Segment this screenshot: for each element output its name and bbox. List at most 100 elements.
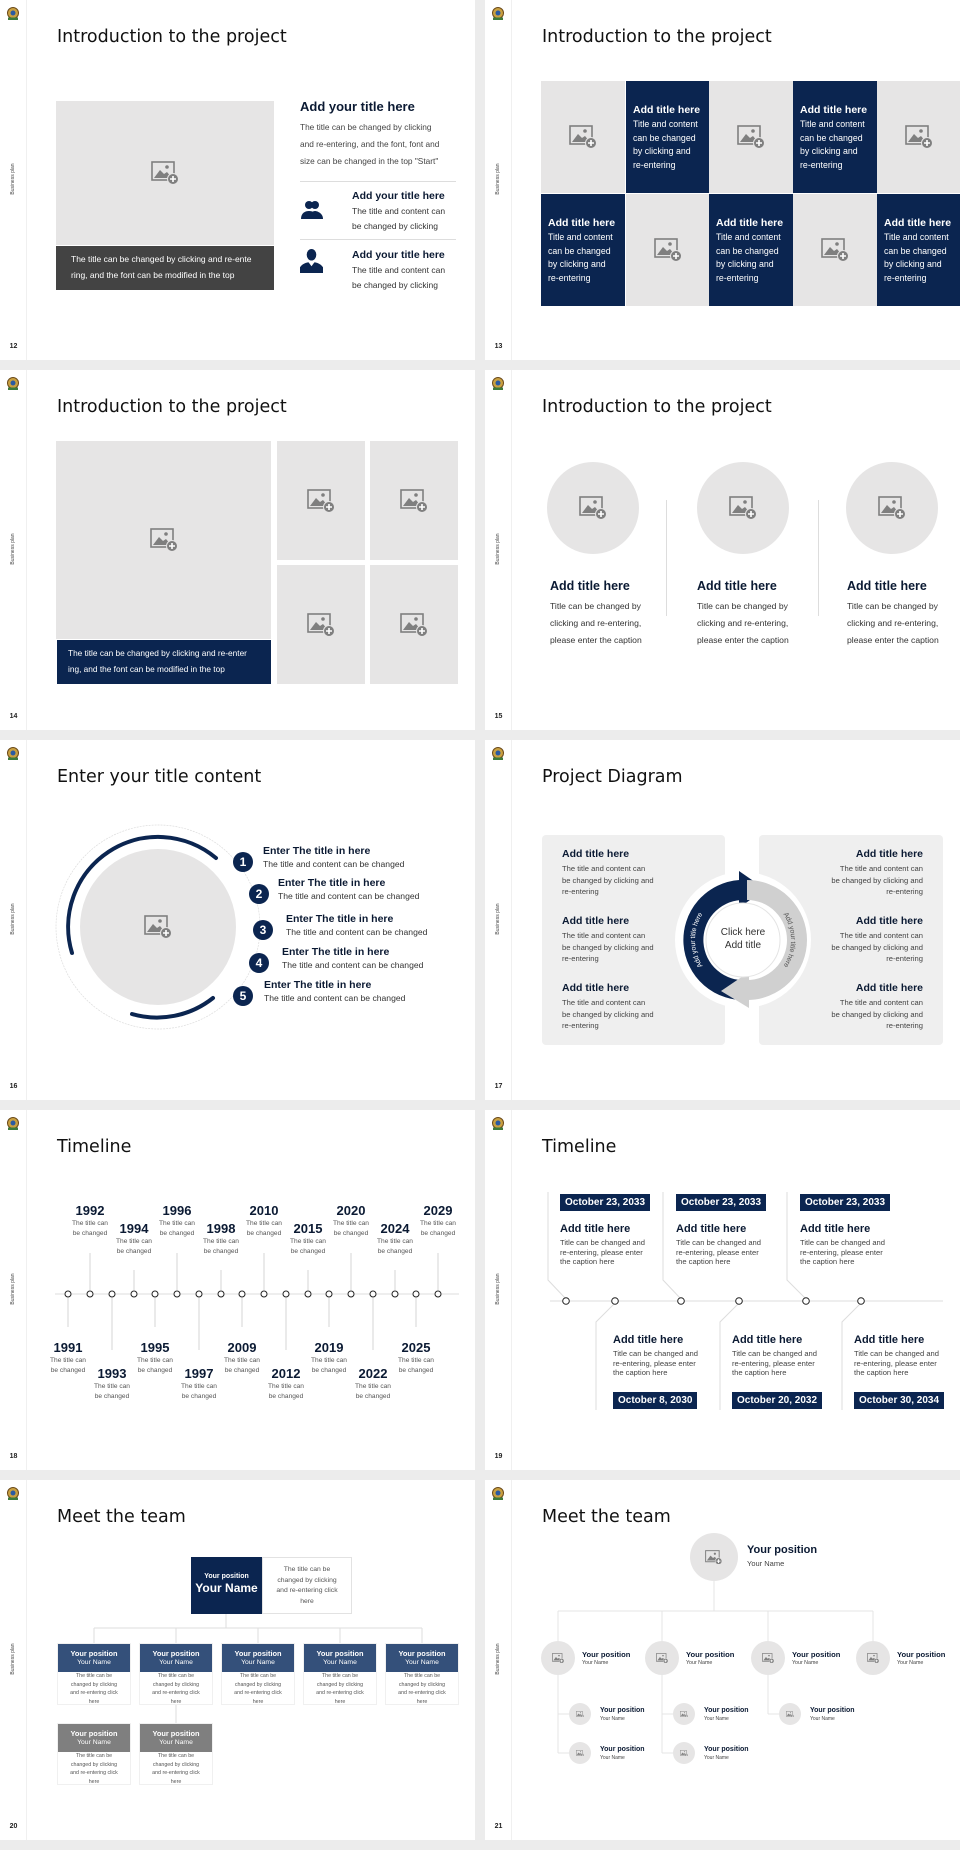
team-card[interactable]: Your position Your Name The title can be ch… — [221, 1643, 295, 1705]
page-number: 15 — [494, 713, 503, 720]
event-body: Title can be changed and — [800, 1238, 885, 1247]
slide-title[interactable]: Meet the team — [542, 1507, 671, 1527]
card-header: Your position Your Name — [140, 1724, 212, 1752]
date-badge: October 23, 2033 — [800, 1194, 891, 1211]
card-name: Your Name — [323, 1659, 357, 1666]
image-placeholder[interactable] — [541, 1641, 575, 1675]
image-placeholder[interactable] — [690, 1533, 738, 1581]
add-image-icon — [821, 238, 849, 262]
team-card[interactable]: Your position Your Name The title can be ch… — [385, 1643, 459, 1705]
side-label: Business plan — [10, 1273, 16, 1305]
slide-17: Business plan 17 Project Diagram Add title … — [485, 740, 960, 1100]
image-placeholder[interactable] — [277, 441, 365, 560]
image-placeholder[interactable] — [846, 462, 938, 554]
number-badge: 1 — [233, 852, 253, 872]
image-placeholder[interactable] — [56, 101, 274, 245]
add-image-icon — [307, 612, 335, 637]
item-title: Add your title here — [352, 249, 445, 261]
caption-line: ring, and the font can be modified in th… — [71, 270, 235, 280]
card-desc-line: changed by clicking — [70, 1681, 118, 1688]
card-desc-line: changed by clicking — [316, 1681, 364, 1688]
image-placeholder[interactable] — [80, 849, 236, 1005]
slide-title[interactable]: Introduction to the project — [57, 397, 287, 417]
image-placeholder[interactable] — [751, 1641, 785, 1675]
panel-body: The title and content can — [839, 931, 923, 940]
event-body: the caption here — [560, 1257, 615, 1267]
image-placeholder[interactable] — [56, 441, 271, 639]
image-placeholder[interactable] — [645, 1641, 679, 1675]
card-body: re-entering — [884, 272, 927, 283]
team-card[interactable]: Your position Your Name The title can be ch… — [139, 1723, 213, 1785]
content-card[interactable]: Add title here Title and content can be ch… — [877, 194, 960, 306]
member-position: Your position — [582, 1650, 631, 1659]
event-body: re-entering, please enter — [676, 1247, 759, 1257]
slide-18: Business plan 18 Timeline 1991 The title can… — [0, 1110, 475, 1470]
card-desc-line: The title can be — [75, 1673, 113, 1679]
image-placeholder[interactable] — [779, 1703, 801, 1725]
image-placeholder[interactable] — [370, 565, 458, 684]
team-card[interactable]: Your position Your Name The title can be ch… — [139, 1643, 213, 1705]
member-name: Your Name — [792, 1660, 819, 1666]
timeline-text: The title can — [333, 1220, 369, 1227]
slide-title[interactable]: Timeline — [57, 1137, 132, 1157]
card-position: Your position — [316, 1649, 364, 1658]
panel-body: be changed by clicking and — [831, 942, 923, 952]
card-desc-line: The title can be — [321, 1673, 359, 1679]
slide-14: Business plan 14 Introduction to the proje… — [0, 370, 475, 730]
team-card[interactable]: Your position Your Name The title can be ch… — [57, 1643, 131, 1705]
image-placeholder[interactable] — [569, 1703, 591, 1725]
slide-title[interactable]: Meet the team — [57, 1507, 186, 1527]
slide-15: Business plan 15 Introduction to the proje… — [485, 370, 960, 730]
slide-title[interactable]: Timeline — [542, 1137, 617, 1157]
timeline-year: 2024 — [380, 1221, 410, 1236]
slide-title[interactable]: Enter your title content — [57, 767, 262, 787]
image-placeholder[interactable] — [547, 462, 639, 554]
card-name: Your Name — [77, 1739, 111, 1746]
image-placeholder[interactable] — [673, 1703, 695, 1725]
slide-side-strip — [485, 740, 512, 1100]
image-placeholder[interactable] — [626, 194, 710, 306]
image-placeholder[interactable] — [793, 194, 877, 306]
content-card[interactable]: Add title here Title and content can be ch… — [709, 194, 793, 306]
event-title: Add title here — [800, 1223, 871, 1235]
timeline-text: The title can — [224, 1357, 260, 1364]
card-name: Your Name — [241, 1659, 275, 1666]
slide-title[interactable]: Introduction to the project — [57, 27, 287, 47]
side-label: Business plan — [10, 533, 16, 565]
content-card[interactable]: Add title here Title and content can be ch… — [626, 81, 710, 193]
lead-position: Your position — [204, 1573, 249, 1580]
event-body: Title can be changed and — [676, 1238, 761, 1247]
column-body: please enter the caption — [847, 635, 939, 645]
image-placeholder[interactable] — [856, 1641, 890, 1675]
image-placeholder[interactable] — [709, 81, 793, 193]
column-body: clicking and re-entering, — [847, 618, 939, 628]
slide-title[interactable]: Project Diagram — [542, 767, 683, 787]
content-card[interactable]: Add title here Title and content can be ch… — [541, 194, 625, 306]
image-placeholder[interactable] — [697, 462, 789, 554]
team-card[interactable]: Your position Your Name The title can be ch… — [303, 1643, 377, 1705]
member-position: Your position — [792, 1650, 841, 1659]
timeline-year: 1992 — [75, 1203, 105, 1218]
panel-body: be changed by clicking and — [562, 875, 654, 885]
panel-body: The title and content can — [839, 998, 923, 1007]
image-placeholder[interactable] — [877, 81, 960, 193]
image-placeholder[interactable] — [277, 565, 365, 684]
content-card[interactable]: Add title here Title and content can be ch… — [793, 81, 877, 193]
slide-title[interactable]: Introduction to the project — [542, 397, 772, 417]
image-placeholder[interactable] — [569, 1742, 591, 1764]
image-placeholder[interactable] — [673, 1742, 695, 1764]
member-name: Your Name — [704, 1716, 729, 1722]
image-placeholder[interactable] — [541, 81, 625, 193]
item-body: The title and content can be changed — [282, 960, 424, 970]
image-placeholder[interactable] — [370, 441, 458, 560]
slide-title[interactable]: Introduction to the project — [542, 27, 772, 47]
page-number: 19 — [494, 1453, 503, 1460]
team-card[interactable]: Your position Your Name The title can be ch… — [57, 1723, 131, 1785]
date-badge: October 30, 2034 — [854, 1392, 945, 1409]
lead-card[interactable]: Your position Your Name — [191, 1557, 262, 1614]
add-image-icon — [149, 528, 178, 552]
card-desc-line: and re-entering click — [398, 1690, 446, 1697]
item-title: Add your title here — [352, 190, 445, 202]
slide-side-strip — [485, 370, 512, 730]
panel-body: The title and content can — [562, 998, 646, 1007]
